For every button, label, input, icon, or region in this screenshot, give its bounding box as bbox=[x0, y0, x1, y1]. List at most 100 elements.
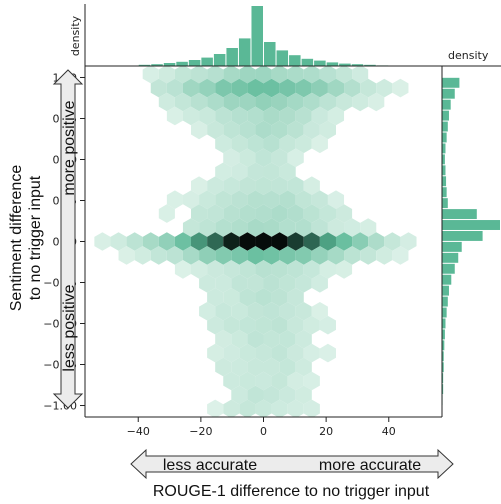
hexbin-cell bbox=[263, 162, 280, 182]
hexbin-cell bbox=[182, 106, 200, 126]
hexbin-cell bbox=[271, 232, 288, 251]
hexbin-cell bbox=[247, 274, 264, 293]
hexbin-cell bbox=[239, 343, 256, 363]
hexbin-cell bbox=[255, 260, 272, 279]
hexbin-cell bbox=[199, 106, 216, 126]
x-tick-label: −40 bbox=[127, 425, 150, 438]
hexbin-cell bbox=[247, 78, 264, 98]
hexbin-cell bbox=[263, 134, 280, 154]
hexbin-cell bbox=[255, 148, 272, 168]
marginal-x-bar bbox=[276, 50, 289, 66]
hexbin-cell bbox=[231, 329, 248, 349]
hexbin-cell bbox=[166, 78, 183, 98]
hexbin-cell bbox=[335, 260, 353, 279]
hexbin-cell bbox=[319, 120, 336, 140]
hexbin-cell bbox=[255, 66, 272, 84]
marginal-y-bar bbox=[442, 165, 446, 176]
y-arrow-bottom-label: less positive bbox=[61, 284, 78, 371]
hexbin-cell bbox=[263, 246, 280, 265]
hexbin-cell bbox=[360, 78, 377, 98]
hexbin-cell bbox=[94, 232, 111, 251]
hexbin-cell bbox=[295, 246, 312, 265]
hexbin-cell bbox=[263, 329, 280, 349]
hexbin-cell bbox=[271, 92, 288, 112]
hexbin-cell bbox=[271, 204, 288, 223]
hexbin-cell bbox=[376, 78, 393, 98]
marginal-y-bar bbox=[442, 230, 483, 241]
x-axis-title: ROUGE-1 difference to no trigger input bbox=[153, 483, 430, 500]
marginal-y-bar bbox=[442, 296, 448, 307]
marginal-x-bar bbox=[201, 57, 213, 66]
hexbin-cell bbox=[142, 232, 159, 251]
hexbin-cell bbox=[223, 315, 240, 335]
hexbin-cell bbox=[327, 78, 345, 98]
x-arrow-shape bbox=[130, 448, 454, 480]
hexbin-cell bbox=[319, 66, 336, 84]
marginal-y-bar bbox=[442, 252, 459, 263]
marginal-y-bar bbox=[442, 88, 455, 99]
hexbin-cell bbox=[191, 176, 208, 195]
marginal-x-bar bbox=[351, 64, 364, 66]
marginal-y-density-label: density bbox=[448, 49, 489, 62]
hexbin-cell bbox=[303, 204, 320, 223]
x-tick-label: −20 bbox=[189, 425, 212, 438]
hexbin-cell bbox=[142, 66, 159, 84]
y-axis-title-line2: to no trigger input bbox=[27, 175, 44, 300]
hexbin-cell bbox=[207, 204, 224, 223]
marginal-x-bar bbox=[238, 38, 251, 66]
hexbin-cell bbox=[158, 92, 175, 112]
hexbin-cell bbox=[239, 371, 256, 391]
hexbin-cell bbox=[215, 106, 232, 126]
hexbin-cell bbox=[319, 232, 336, 251]
hexbin-cell bbox=[279, 329, 296, 349]
hexbin-cell bbox=[279, 190, 296, 209]
hexbin-cell bbox=[368, 92, 385, 112]
hexbin-cell bbox=[182, 190, 200, 209]
hexbin-cell bbox=[191, 92, 208, 112]
hexbin-cell bbox=[335, 204, 353, 223]
hexbin-cell bbox=[199, 246, 216, 265]
marginal-y-bar bbox=[442, 340, 445, 351]
hexbin-cell bbox=[174, 66, 192, 84]
hexbin-cell bbox=[247, 162, 264, 182]
hexbin-cell bbox=[352, 232, 369, 251]
hexbin-cell bbox=[174, 260, 192, 279]
x-arrow-left-label: less accurate bbox=[163, 457, 257, 474]
hexbin-cell bbox=[335, 92, 353, 112]
marginal-y-bar bbox=[442, 384, 444, 395]
hexbin-cell bbox=[239, 176, 256, 195]
hexbin-cell bbox=[295, 301, 312, 321]
hexbin-cell bbox=[311, 246, 328, 265]
hexbin-cell bbox=[303, 399, 320, 417]
hexbin-cell bbox=[263, 274, 280, 293]
hexbin-cell bbox=[279, 218, 296, 237]
marginal-y-bar bbox=[442, 77, 460, 88]
hexbin-cell bbox=[215, 134, 232, 154]
hexbin-cell bbox=[287, 288, 304, 307]
hexbin-cell bbox=[344, 246, 361, 265]
hexbin-cell bbox=[295, 106, 312, 126]
hexbin-cell bbox=[247, 357, 264, 377]
hexbin-cell bbox=[199, 190, 216, 209]
hexbin-cell bbox=[360, 218, 377, 237]
hexbin-cells bbox=[94, 66, 417, 417]
hexbin-cell bbox=[207, 120, 224, 140]
hexbin-cell bbox=[287, 232, 304, 251]
hexbin-cell bbox=[287, 260, 304, 279]
hexbin-cell bbox=[287, 92, 304, 112]
hexbin-cell bbox=[271, 260, 288, 279]
marginal-x-bar bbox=[163, 63, 176, 66]
hexbin-cell bbox=[279, 385, 296, 405]
marginal-y-bar bbox=[442, 99, 451, 110]
hexbin-cell bbox=[223, 399, 240, 417]
hexbin-cell bbox=[368, 232, 385, 251]
hexbin-cell bbox=[303, 176, 320, 195]
marginal-x-bar bbox=[314, 60, 326, 66]
hexbin-cell bbox=[271, 176, 288, 195]
hexbin-cell bbox=[247, 246, 264, 265]
hexbin-cell bbox=[247, 218, 264, 237]
hexbin-cell bbox=[223, 66, 240, 84]
hexbin-cell bbox=[247, 301, 264, 321]
hexbin-cell bbox=[255, 92, 272, 112]
